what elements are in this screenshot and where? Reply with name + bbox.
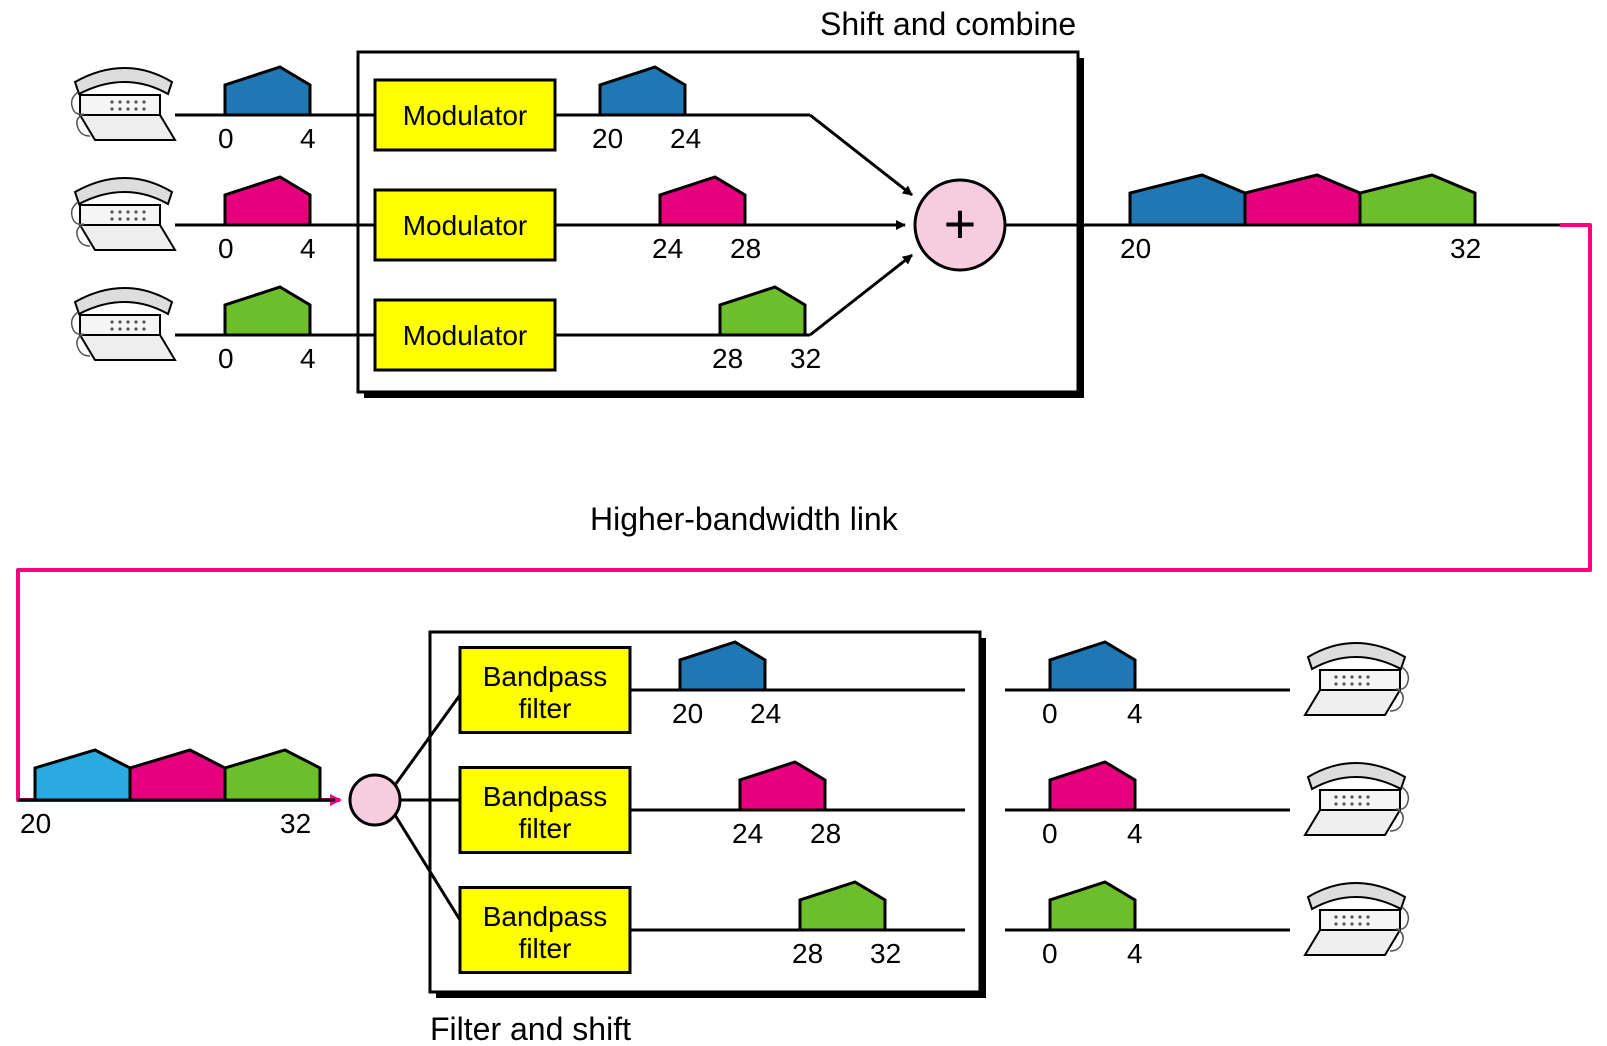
- filter-label1-0: Bandpass: [483, 661, 608, 692]
- out-hi-0: 4: [1127, 698, 1143, 729]
- modulator-label-1: Modulator: [403, 210, 528, 241]
- out-hi-1: 4: [1127, 818, 1143, 849]
- filt-lo-2: 28: [792, 938, 823, 969]
- out-pent-1: [1050, 762, 1135, 810]
- link-label: Higher-bandwidth link: [590, 501, 899, 537]
- modulator-label-0: Modulator: [403, 100, 528, 131]
- filt-lo-0: 20: [672, 698, 703, 729]
- out-lo-0: 0: [1042, 698, 1058, 729]
- out-lo-2: 0: [1042, 938, 1058, 969]
- mod-lo-0: 20: [592, 123, 623, 154]
- out-lo-1: 0: [1042, 818, 1058, 849]
- filter-label2-2: filter: [519, 933, 572, 964]
- modulator-label-2: Modulator: [403, 320, 528, 351]
- phone-icon: [1305, 643, 1408, 715]
- phone-icon: [1305, 763, 1408, 835]
- phone-icon: [72, 288, 175, 360]
- fdm-diagram: Shift and combine Higher-bandwidth link …: [0, 0, 1607, 1046]
- lower-combined-0: [35, 750, 130, 800]
- src-pent-0: [225, 67, 310, 115]
- filt-hi-2: 32: [870, 938, 901, 969]
- phone-icon: [72, 178, 175, 250]
- filter-label1-1: Bandpass: [483, 781, 608, 812]
- out-pent-0: [1050, 642, 1135, 690]
- src-hi-1: 4: [300, 233, 316, 264]
- mod-hi-1: 28: [730, 233, 761, 264]
- mod-hi-0: 24: [670, 123, 701, 154]
- filter-label2-0: filter: [519, 693, 572, 724]
- filter-label2-1: filter: [519, 813, 572, 844]
- lower-combined-lo: 20: [20, 808, 51, 839]
- src-lo-2: 0: [218, 343, 234, 374]
- phone-icon: [72, 68, 175, 140]
- mod-lo-1: 24: [652, 233, 683, 264]
- mod-lo-2: 28: [712, 343, 743, 374]
- filter-label1-2: Bandpass: [483, 901, 608, 932]
- summer-symbol: +: [944, 192, 977, 255]
- filt-hi-0: 24: [750, 698, 781, 729]
- out-hi-2: 4: [1127, 938, 1143, 969]
- src-pent-2: [225, 287, 310, 335]
- lower-combined-2: [225, 750, 320, 800]
- lower-combined-hi: 32: [280, 808, 311, 839]
- upper-combined-1: [1245, 175, 1360, 225]
- src-hi-0: 4: [300, 123, 316, 154]
- upper-combined-hi: 32: [1450, 233, 1481, 264]
- upper-combined-2: [1360, 175, 1475, 225]
- src-hi-2: 4: [300, 343, 316, 374]
- src-lo-1: 0: [218, 233, 234, 264]
- src-pent-1: [225, 177, 310, 225]
- src-lo-0: 0: [218, 123, 234, 154]
- upper-title: Shift and combine: [820, 6, 1076, 42]
- mod-hi-2: 32: [790, 343, 821, 374]
- filt-lo-1: 24: [732, 818, 763, 849]
- upper-combined-lo: 20: [1120, 233, 1151, 264]
- lower-title: Filter and shift: [430, 1011, 631, 1046]
- phone-icon: [1305, 883, 1408, 955]
- splitter-circle: [350, 775, 400, 825]
- upper-combined-0: [1130, 175, 1245, 225]
- filt-hi-1: 28: [810, 818, 841, 849]
- lower-combined-spectrum: [35, 750, 320, 800]
- out-pent-2: [1050, 882, 1135, 930]
- lower-combined-1: [130, 750, 225, 800]
- upper-combined-spectrum: [1130, 175, 1475, 225]
